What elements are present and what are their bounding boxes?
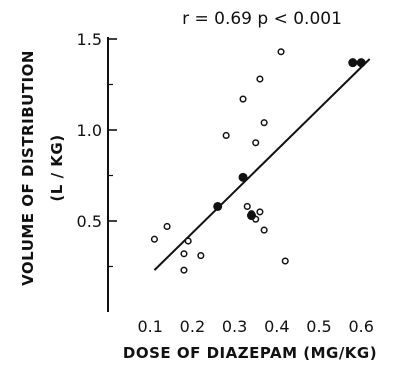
filled-data-point	[356, 58, 366, 68]
x-tick-label: 0.3	[222, 317, 247, 336]
open-data-point	[222, 131, 230, 140]
open-data-point	[252, 139, 260, 147]
y-axis-title-line1: VOLUME OF DISTRIBUTION	[19, 50, 37, 286]
x-tick-label: 0.1	[137, 317, 162, 336]
filled-data-point	[246, 211, 256, 221]
x-axis-title: DOSE OF DIAZEPAM (MG/KG)	[123, 344, 377, 362]
open-data-point	[180, 266, 188, 274]
x-tick-label: 0.5	[306, 317, 331, 336]
regression-line	[153, 58, 371, 271]
open-data-point	[197, 252, 205, 260]
open-data-point	[256, 75, 264, 83]
filled-data-point	[238, 172, 248, 182]
data-points	[150, 48, 366, 274]
open-data-point	[256, 208, 264, 216]
open-data-point	[260, 226, 268, 234]
y-tick-label: 1.5	[77, 30, 102, 49]
open-data-point	[277, 48, 285, 56]
y-axis-title-line2: (L / KG)	[48, 134, 66, 201]
filled-data-point	[348, 58, 358, 68]
y-axis-title: VOLUME OF DISTRIBUTION (L / KG)	[19, 50, 66, 286]
chart-title: r = 0.69 p < 0.001	[182, 9, 342, 29]
open-data-point	[180, 250, 188, 258]
y-ticks: 0.5 1.0 1.5	[77, 30, 117, 268]
open-data-point	[150, 235, 158, 243]
y-tick-label: 1.0	[77, 121, 102, 140]
open-data-point	[243, 202, 251, 210]
x-tick-label: 0.6	[348, 317, 373, 336]
x-ticks: 0.1 0.2 0.3 0.4 0.5 0.6	[137, 317, 373, 336]
open-data-point	[281, 257, 289, 265]
open-data-point	[239, 95, 247, 103]
x-tick-label: 0.2	[180, 317, 205, 336]
open-data-point	[260, 119, 268, 127]
open-data-point	[163, 222, 171, 231]
filled-data-point	[213, 201, 223, 211]
regression-line-group	[153, 58, 371, 271]
y-tick-label: 0.5	[77, 212, 102, 231]
open-data-point	[184, 237, 192, 245]
x-tick-label: 0.4	[264, 317, 289, 336]
